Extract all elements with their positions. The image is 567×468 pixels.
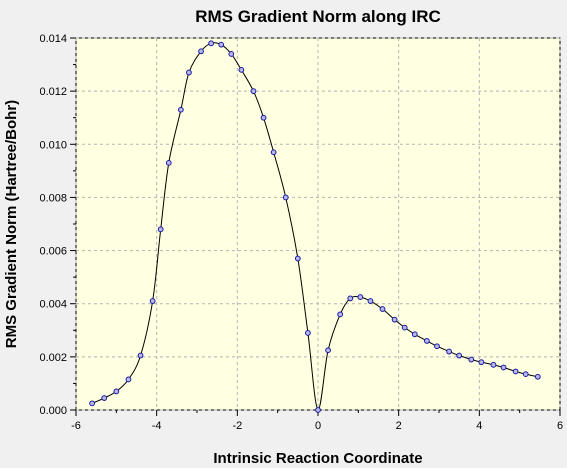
data-point-16	[260, 114, 267, 121]
data-point-22	[325, 347, 331, 354]
data-point-36	[478, 359, 485, 366]
data-point-25	[357, 294, 364, 300]
data-point-19	[294, 255, 301, 262]
y-tick-label-4: 0.008	[39, 192, 67, 204]
data-point-39	[512, 368, 519, 375]
data-point-14	[238, 66, 245, 73]
data-point-0	[89, 400, 96, 407]
data-point-27	[379, 306, 386, 312]
data-point-3	[125, 376, 132, 383]
y-tick-label-5: 0.010	[39, 139, 67, 151]
data-point-6	[157, 226, 164, 233]
data-point-34	[456, 352, 463, 359]
data-point-12	[218, 41, 225, 48]
data-point-7	[165, 159, 172, 166]
data-point-10	[198, 48, 204, 55]
data-point-21	[315, 407, 321, 413]
x-tick-label-0: -6	[71, 420, 81, 432]
data-point-15	[250, 88, 257, 95]
data-point-30	[411, 331, 418, 338]
data-point-24	[347, 295, 354, 302]
axes: -6 -4 -2 0 2 4 6 0.000 0.002 0.004 0.006 0.008 0.010…	[39, 33, 563, 432]
series-0	[89, 40, 541, 413]
x-axis-label: Intrinsic Reaction Coordinate	[213, 450, 422, 467]
y-tick-label-0: 0.000	[39, 405, 67, 417]
x-tick-label-2: -2	[232, 420, 242, 432]
data-point-1	[101, 395, 108, 401]
data-point-37	[490, 361, 497, 368]
grid	[75, 37, 561, 411]
chart-title: RMS Gradient Norm along IRC	[195, 7, 441, 26]
data-point-38	[500, 364, 507, 371]
data-point-28	[391, 316, 398, 323]
data-point-18	[282, 194, 289, 201]
data-point-17	[270, 149, 277, 156]
y-tick-label-7: 0.014	[39, 33, 67, 45]
data-point-8	[177, 106, 184, 113]
data-point-4	[137, 352, 144, 359]
data-point-11	[208, 40, 215, 47]
data-point-35	[468, 356, 475, 363]
y-tick-label-2: 0.004	[39, 299, 67, 311]
x-tick-label-6: 6	[557, 420, 563, 432]
y-tick-label-6: 0.012	[39, 86, 67, 98]
data-point-2	[113, 388, 120, 395]
x-tick-label-1: -4	[152, 420, 162, 432]
data-point-41	[534, 373, 541, 380]
data-point-23	[337, 311, 344, 318]
y-axis-label: RMS Gradient Norm (Hartree/Bohr)	[3, 100, 20, 348]
y-tick-label-3: 0.006	[39, 246, 67, 258]
data-point-20	[305, 330, 311, 336]
data-point-40	[522, 371, 529, 378]
data-point-33	[446, 348, 452, 355]
data-point-13	[228, 51, 235, 57]
x-tick-label-5: 4	[476, 420, 482, 432]
x-tick-label-4: 2	[396, 420, 402, 432]
x-tick-label-3: 0	[315, 420, 321, 432]
y-tick-label-1: 0.002	[39, 352, 67, 364]
data-point-5	[149, 298, 156, 304]
data-point-26	[367, 298, 374, 304]
data-point-31	[424, 338, 430, 344]
data-point-29	[401, 324, 408, 331]
data-point-32	[434, 343, 440, 350]
data-point-9	[186, 69, 192, 76]
